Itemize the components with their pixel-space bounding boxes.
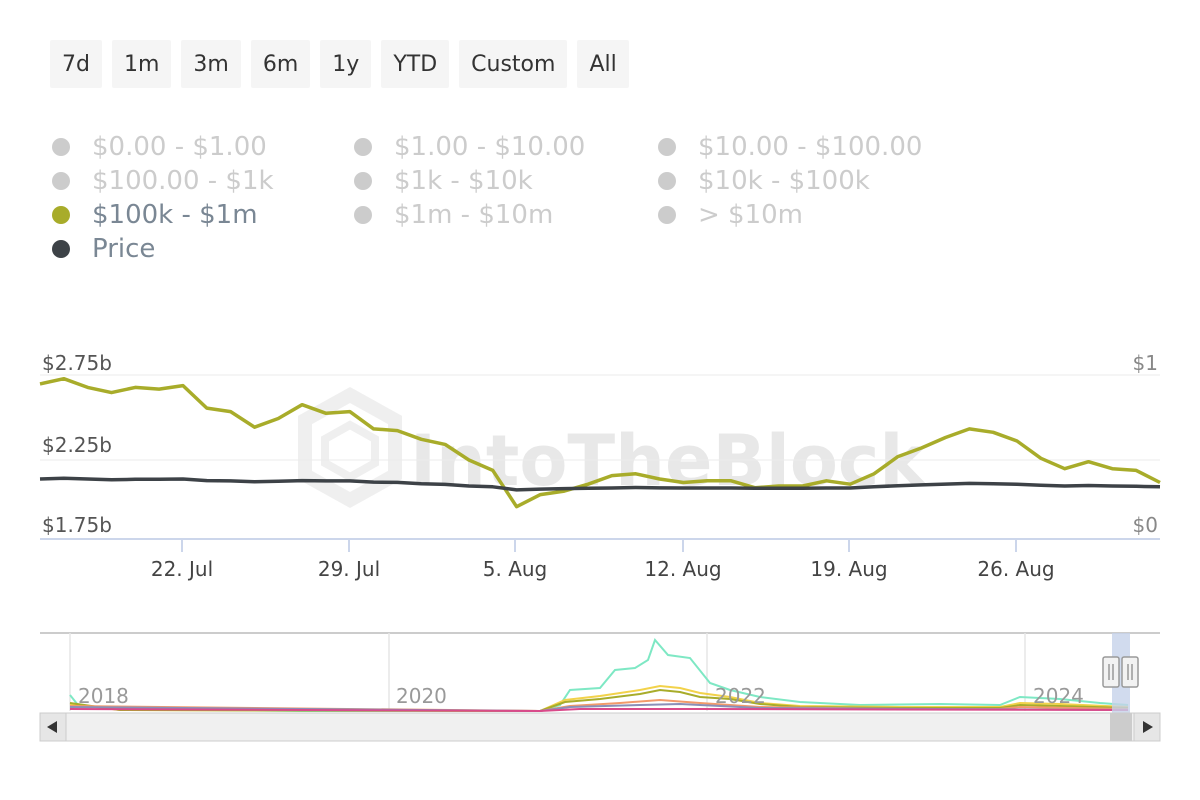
series-line-holdings [39, 376, 1161, 509]
y-axis-right: $1 $0 [1133, 351, 1158, 537]
legend-dot-icon [354, 138, 372, 156]
watermark: IntoTheBlock [298, 386, 927, 509]
legend-label: $100.00 - $1k [92, 166, 274, 196]
legend-label: $1m - $10m [394, 200, 554, 230]
legend-item-9[interactable]: Price [52, 232, 155, 266]
y-axis-left: $2.75b $2.25b $1.75b [42, 351, 112, 537]
legend-item-2[interactable]: $10.00 - $100.00 [658, 130, 922, 164]
navigator-sparkline-1 [69, 684, 1129, 713]
legend-item-0[interactable]: $0.00 - $1.00 [52, 130, 267, 164]
legend-label: Price [92, 234, 156, 264]
legend-dot-icon [354, 206, 372, 224]
range-button-3m[interactable]: 3m [181, 40, 241, 88]
scrollbar[interactable] [39, 712, 1161, 742]
legend-label: $10k - $100k [698, 166, 870, 196]
y-right-tick-label: $0 [1133, 513, 1158, 537]
navigator-series [69, 638, 1129, 713]
legend-item-4[interactable]: $1k - $10k [354, 164, 533, 198]
legend-dot-icon [658, 206, 676, 224]
navigator[interactable]: 2018 2020 2022 2024 [40, 632, 1160, 713]
y-right-tick-label: $1 [1133, 351, 1158, 375]
x-tick-label: 22. Jul [151, 557, 213, 581]
range-button-custom[interactable]: Custom [459, 40, 568, 88]
scroll-left-arrow-icon [47, 721, 57, 733]
scroll-right-arrow-icon [1143, 721, 1153, 733]
x-tick-label: 26. Aug [977, 557, 1054, 581]
navigator-labels: 2018 2020 2022 2024 [78, 684, 1084, 708]
x-tick-label: 19. Aug [810, 557, 887, 581]
legend-dot-icon [658, 172, 676, 190]
navigator-sparkline-0 [69, 638, 1129, 712]
navigator-year-label: 2018 [78, 684, 129, 708]
navigator-year-label: 2020 [396, 684, 447, 708]
navigator-sparkline-2 [69, 688, 1129, 713]
series-lines [39, 376, 1161, 509]
y-left-tick-label: $2.75b [42, 351, 112, 375]
range-button-6m[interactable]: 6m [250, 40, 311, 88]
range-button-1y[interactable]: 1y [320, 40, 372, 88]
legend-item-8[interactable]: > $10m [658, 198, 803, 232]
scrollbar-track[interactable] [39, 712, 1161, 742]
x-axis: 22. Jul 29. Jul 5. Aug 12. Aug 19. Aug 26. Au… [151, 539, 1055, 581]
y-left-tick-label: $2.25b [42, 433, 112, 457]
navigator-handle-right[interactable] [1121, 656, 1139, 688]
grid-lines [40, 374, 1160, 540]
range-button-1m[interactable]: 1m [111, 40, 172, 88]
legend-item-3[interactable]: $100.00 - $1k [52, 164, 274, 198]
range-button-7d[interactable]: 7d [50, 40, 102, 88]
x-tick-label: 29. Jul [318, 557, 380, 581]
navigator-sparkline-5 [69, 708, 1129, 713]
y-left-tick-label: $1.75b [42, 513, 112, 537]
range-button-all[interactable]: All [577, 40, 629, 88]
scrollbar-thumb[interactable] [1110, 713, 1132, 741]
scroll-left-button[interactable] [39, 712, 67, 742]
legend-label: > $10m [698, 200, 804, 230]
legend-dot-icon [354, 172, 372, 190]
legend-label: $10.00 - $100.00 [698, 132, 923, 162]
x-tick-label: 12. Aug [644, 557, 721, 581]
legend-item-1[interactable]: $1.00 - $10.00 [354, 130, 585, 164]
legend-dot-icon [52, 240, 70, 258]
navigator-grid [69, 633, 1026, 711]
range-button-ytd[interactable]: YTD [381, 40, 450, 88]
x-tick-label: 5. Aug [483, 557, 548, 581]
legend-item-5[interactable]: $10k - $100k [658, 164, 870, 198]
navigator-year-label: 2024 [1033, 684, 1084, 708]
legend-label: $0.00 - $1.00 [92, 132, 267, 162]
range-selector: 7d 1m 3m 6m 1y YTD Custom All [50, 40, 629, 88]
legend-dot-icon [52, 138, 70, 156]
legend-label: $100k - $1m [92, 200, 258, 230]
legend-item-7[interactable]: $1m - $10m [354, 198, 553, 232]
legend-item-6[interactable]: $100k - $1m [52, 198, 258, 232]
series-line-price [39, 476, 1161, 492]
legend-dot-icon [52, 172, 70, 190]
legend-label: $1k - $10k [394, 166, 533, 196]
legend-dot-icon [658, 138, 676, 156]
navigator-handle-left[interactable] [1102, 656, 1120, 688]
legend-label: $1.00 - $10.00 [394, 132, 586, 162]
navigator-selection[interactable] [1112, 633, 1130, 713]
legend-dot-icon [52, 206, 70, 224]
navigator-year-label: 2022 [715, 684, 766, 708]
